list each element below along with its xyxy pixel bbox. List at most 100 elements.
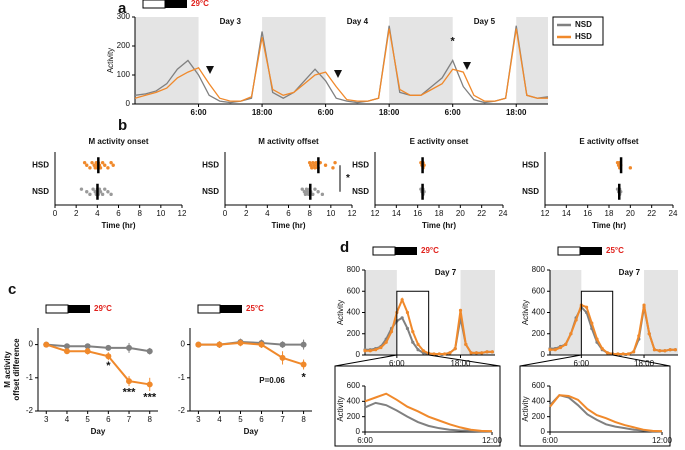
y-tick-label: 600 [347, 381, 361, 390]
data-point [111, 163, 115, 167]
dark-phase-icon [165, 0, 187, 8]
x-tick-label: 20 [626, 209, 635, 218]
y-tick-label: 0 [181, 340, 186, 349]
data-point [63, 343, 70, 350]
series-line [549, 394, 663, 433]
y-tick-label: 600 [532, 381, 546, 390]
data-point [323, 163, 328, 167]
data-point [411, 330, 415, 334]
data-point [98, 190, 103, 194]
annotation: P=0.06 [259, 376, 285, 385]
x-tick-label: 6:00 [445, 108, 462, 117]
y-tick-label: 0 [126, 99, 131, 108]
chart-title: E activity offset [579, 137, 638, 146]
x-tick-label: 20 [456, 209, 465, 218]
data-point [642, 303, 646, 307]
light-phase-icon [142, 0, 166, 9]
data-point [453, 347, 457, 351]
x-tick-label: 5 [238, 415, 243, 424]
night-shade [389, 17, 453, 104]
x-axis-title: Time (hr) [422, 221, 456, 230]
x-tick-label: 2 [74, 209, 79, 218]
data-point [647, 332, 651, 336]
data-point [103, 187, 107, 191]
y-tick-label: -1 [178, 373, 186, 382]
data-point [668, 348, 672, 352]
data-point [421, 349, 425, 353]
data-point [363, 349, 367, 353]
data-point [307, 160, 312, 165]
y-tick-label: 800 [347, 265, 361, 274]
x-tick-label: 14 [562, 209, 571, 218]
light-phase-icon [45, 304, 69, 314]
x-axis-title: Day [244, 427, 259, 436]
data-point [400, 316, 404, 320]
x-tick-label: 12:00 [652, 436, 673, 445]
night-shade [644, 270, 678, 355]
group-label: NSD [352, 187, 369, 196]
data-point [43, 341, 50, 348]
data-point [82, 160, 87, 165]
y-tick-label: 400 [347, 308, 361, 317]
legend-label: HSD [575, 32, 592, 41]
y-tick-label: 0 [541, 427, 546, 436]
data-point [63, 348, 70, 355]
panel-label: a [118, 0, 127, 17]
data-point [85, 190, 89, 194]
night-shade [135, 17, 199, 104]
x-axis-title: Time (hr) [101, 221, 135, 230]
data-point [146, 381, 153, 388]
x-axis-title: Day [91, 427, 106, 436]
zoom-frame [334, 365, 501, 447]
annotation: *** [143, 392, 157, 404]
x-tick-label: 6:00 [191, 108, 208, 117]
data-point [303, 192, 308, 197]
data-point [437, 352, 441, 356]
y-tick-label: 0 [541, 350, 546, 359]
data-point [558, 345, 563, 350]
data-point [658, 349, 662, 353]
x-tick-label: 22 [477, 209, 486, 218]
series-line [134, 28, 548, 102]
x-tick-label: 7 [127, 415, 132, 424]
data-point [631, 350, 636, 354]
dark-phase-icon [220, 305, 242, 313]
x-tick-label: 7 [280, 415, 285, 424]
data-point [379, 345, 383, 350]
legend-label: NSD [575, 20, 592, 29]
data-point [389, 330, 394, 334]
group-label: NSD [32, 187, 49, 196]
data-point [314, 160, 318, 165]
x-tick-label: 8 [147, 415, 152, 424]
x-tick-label: 5 [85, 415, 90, 424]
data-point [621, 352, 625, 356]
x-tick-label: 6 [116, 209, 121, 218]
data-point [313, 166, 317, 170]
chart-title: M activity offset [258, 137, 319, 146]
y-axis-title: Activity [106, 48, 115, 73]
light-phase-icon [197, 304, 221, 314]
x-tick-label: 12 [348, 209, 357, 218]
data-point [628, 166, 633, 170]
y-tick-label: -1 [26, 373, 34, 382]
day-label: Day 4 [347, 17, 369, 26]
data-point [85, 163, 89, 167]
x-tick-label: 4 [217, 415, 222, 424]
series-line [198, 341, 304, 366]
zoom-connector [428, 354, 501, 367]
x-tick-label: 18:00 [379, 108, 400, 117]
data-point [79, 187, 84, 191]
chart-title: Day 7 [619, 268, 641, 277]
arrowhead [206, 66, 214, 74]
data-point [126, 344, 133, 351]
data-point [374, 348, 378, 352]
data-point [300, 341, 307, 348]
annotation: *** [123, 387, 137, 399]
x-tick-label: 8 [301, 415, 306, 424]
arrowhead [334, 70, 342, 78]
y-axis-title: offset difference [12, 338, 21, 401]
y-axis-title: Activity [336, 300, 345, 325]
zoom-connector [519, 354, 582, 367]
data-point [109, 192, 113, 197]
